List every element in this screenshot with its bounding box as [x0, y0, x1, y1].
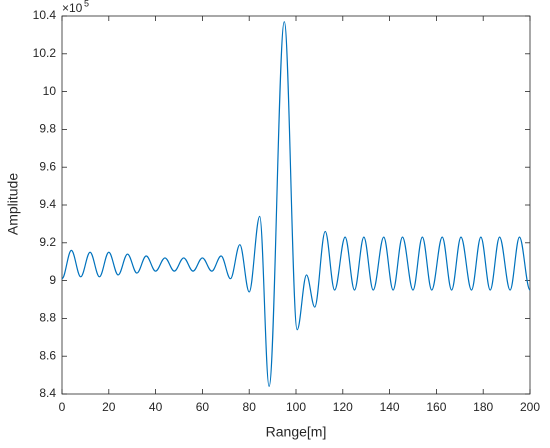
- y-multiplier: ×10: [62, 1, 83, 15]
- x-tick-label: 80: [243, 400, 257, 414]
- x-tick-label: 160: [426, 400, 446, 414]
- y-exponent: 5: [84, 0, 89, 8]
- plot-area: [61, 15, 531, 395]
- x-tick-label: 180: [473, 400, 493, 414]
- y-tick-label: 8.4: [39, 386, 56, 400]
- data-line: [61, 21, 531, 388]
- y-tick-label: 9: [49, 273, 56, 287]
- x-tick-label: 60: [196, 400, 210, 414]
- y-tick-label: 9.6: [39, 159, 56, 173]
- y-tick-label: 8.8: [39, 311, 56, 325]
- y-tick-label: 9.4: [39, 197, 56, 211]
- y-axis-label: Amplitude: [5, 173, 21, 235]
- y-tick-label: 10: [43, 84, 57, 98]
- x-axis-label: Range[m]: [266, 424, 327, 440]
- x-tick-label: 200: [520, 400, 540, 414]
- y-tick-label: 10.2: [33, 46, 57, 60]
- y-tick-label: 10.4: [33, 8, 57, 22]
- x-tick-label: 20: [102, 400, 116, 414]
- x-tick-label: 40: [149, 400, 163, 414]
- y-tick-label: 9.8: [39, 122, 56, 136]
- x-tick-label: 120: [333, 400, 353, 414]
- x-tick-label: 100: [286, 400, 306, 414]
- x-tick-label: 140: [380, 400, 400, 414]
- y-tick-label: 8.6: [39, 348, 56, 362]
- x-tick-label: 0: [59, 400, 66, 414]
- y-tick-label: 9.2: [39, 235, 56, 249]
